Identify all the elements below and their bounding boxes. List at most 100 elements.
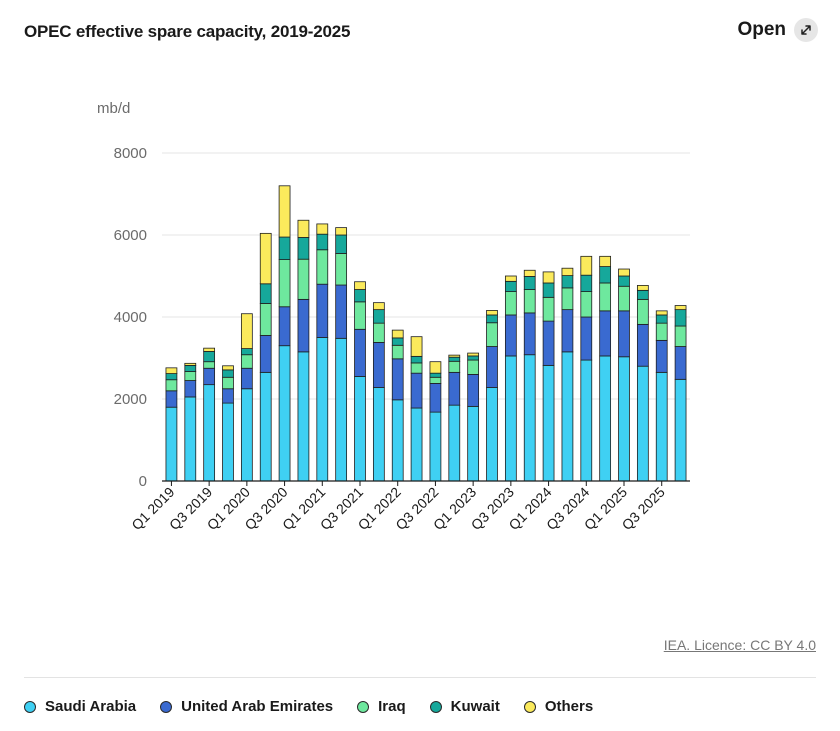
- bar-segment-saudi-arabia[interactable]: [542, 364, 555, 482]
- bar-segment-iraq[interactable]: [580, 291, 593, 318]
- bar-segment-saudi-arabia[interactable]: [316, 337, 329, 482]
- bar-segment-iraq[interactable]: [486, 322, 498, 347]
- bar-segment-iraq[interactable]: [448, 360, 461, 373]
- bar-segment-kuwait[interactable]: [504, 280, 517, 292]
- bar-segment-saudi-arabia[interactable]: [222, 402, 234, 482]
- bar-segment-saudi-arabia[interactable]: [165, 406, 178, 482]
- bar-segment-others[interactable]: [222, 365, 234, 371]
- bar-segment-iraq[interactable]: [354, 301, 366, 330]
- bar-segment-united-arab-emirates[interactable]: [165, 390, 178, 408]
- bar-segment-kuwait[interactable]: [580, 274, 593, 292]
- bar-segment-iraq[interactable]: [297, 258, 310, 300]
- bar-segment-iraq[interactable]: [222, 376, 234, 390]
- bar-segment-others[interactable]: [636, 285, 649, 291]
- bar-segment-united-arab-emirates[interactable]: [504, 314, 517, 357]
- bar-segment-united-arab-emirates[interactable]: [391, 358, 404, 401]
- bar-segment-iraq[interactable]: [391, 344, 404, 360]
- bar-segment-united-arab-emirates[interactable]: [599, 310, 612, 357]
- bar-segment-kuwait[interactable]: [203, 351, 216, 363]
- bar-segment-iraq[interactable]: [316, 249, 329, 285]
- bar-segment-others[interactable]: [674, 305, 687, 311]
- bar-segment-saudi-arabia[interactable]: [618, 356, 630, 482]
- bar-segment-saudi-arabia[interactable]: [580, 359, 593, 482]
- bar-segment-iraq[interactable]: [599, 282, 612, 312]
- bar-segment-united-arab-emirates[interactable]: [448, 371, 461, 406]
- bar-segment-iraq[interactable]: [618, 285, 630, 312]
- bar-segment-united-arab-emirates[interactable]: [184, 380, 197, 398]
- bar-segment-kuwait[interactable]: [674, 309, 687, 327]
- bar-segment-iraq[interactable]: [410, 362, 423, 374]
- bar-segment-united-arab-emirates[interactable]: [561, 309, 574, 353]
- bar-segment-saudi-arabia[interactable]: [561, 351, 574, 482]
- bar-segment-others[interactable]: [523, 269, 536, 277]
- bar-segment-kuwait[interactable]: [448, 356, 461, 362]
- bar-segment-iraq[interactable]: [542, 296, 555, 322]
- bar-segment-saudi-arabia[interactable]: [636, 365, 649, 482]
- bar-segment-iraq[interactable]: [240, 354, 253, 369]
- bar-segment-others[interactable]: [354, 281, 366, 290]
- bar-segment-united-arab-emirates[interactable]: [410, 372, 423, 409]
- bar-segment-iraq[interactable]: [674, 325, 687, 347]
- bar-segment-united-arab-emirates[interactable]: [618, 310, 630, 358]
- bar-segment-kuwait[interactable]: [391, 337, 404, 346]
- bar-segment-others[interactable]: [467, 352, 480, 357]
- legend-item-saudi-arabia[interactable]: Saudi Arabia: [24, 698, 136, 715]
- bar-segment-kuwait[interactable]: [561, 275, 574, 289]
- bar-segment-kuwait[interactable]: [410, 355, 423, 364]
- bar-segment-kuwait[interactable]: [165, 373, 178, 381]
- bar-segment-kuwait[interactable]: [335, 234, 348, 254]
- bar-segment-kuwait[interactable]: [184, 364, 197, 372]
- bar-segment-kuwait[interactable]: [278, 236, 291, 261]
- bar-segment-saudi-arabia[interactable]: [240, 388, 253, 482]
- legend-item-kuwait[interactable]: Kuwait: [429, 698, 500, 715]
- bar-segment-others[interactable]: [278, 185, 291, 238]
- bar-segment-others[interactable]: [410, 336, 423, 357]
- bar-segment-united-arab-emirates[interactable]: [203, 367, 216, 386]
- bar-segment-iraq[interactable]: [335, 253, 348, 286]
- bar-segment-iraq[interactable]: [504, 291, 517, 316]
- bar-segment-saudi-arabia[interactable]: [278, 345, 291, 482]
- bar-segment-saudi-arabia[interactable]: [335, 337, 348, 482]
- bar-segment-iraq[interactable]: [278, 259, 291, 308]
- source-link[interactable]: IEA. Licence: CC BY 4.0: [663, 637, 816, 653]
- bar-segment-others[interactable]: [599, 255, 612, 267]
- bar-segment-united-arab-emirates[interactable]: [467, 373, 480, 407]
- bar-segment-kuwait[interactable]: [297, 237, 310, 260]
- bar-segment-kuwait[interactable]: [486, 314, 498, 324]
- bar-segment-others[interactable]: [335, 227, 348, 236]
- bar-segment-united-arab-emirates[interactable]: [636, 323, 649, 367]
- bar-segment-others[interactable]: [240, 313, 253, 349]
- bar-segment-united-arab-emirates[interactable]: [259, 335, 272, 373]
- bar-segment-others[interactable]: [259, 232, 272, 285]
- bar-segment-others[interactable]: [372, 302, 385, 311]
- bar-segment-saudi-arabia[interactable]: [504, 355, 517, 482]
- legend-item-others[interactable]: Others: [523, 698, 593, 715]
- bar-segment-saudi-arabia[interactable]: [599, 355, 612, 482]
- bar-segment-united-arab-emirates[interactable]: [580, 316, 593, 361]
- bar-segment-united-arab-emirates[interactable]: [674, 346, 687, 380]
- bar-segment-saudi-arabia[interactable]: [410, 407, 423, 482]
- bar-segment-others[interactable]: [542, 271, 555, 284]
- bar-segment-kuwait[interactable]: [618, 275, 630, 287]
- bar-segment-kuwait[interactable]: [316, 233, 329, 251]
- bar-segment-kuwait[interactable]: [542, 282, 555, 298]
- bar-segment-others[interactable]: [486, 310, 498, 316]
- bar-segment-kuwait[interactable]: [259, 283, 272, 304]
- bar-segment-united-arab-emirates[interactable]: [222, 388, 234, 404]
- bar-segment-united-arab-emirates[interactable]: [655, 339, 668, 373]
- bar-segment-united-arab-emirates[interactable]: [429, 383, 442, 413]
- bar-segment-others[interactable]: [184, 362, 197, 366]
- bar-segment-kuwait[interactable]: [372, 309, 385, 324]
- bar-segment-united-arab-emirates[interactable]: [297, 298, 310, 353]
- bar-segment-kuwait[interactable]: [523, 276, 536, 290]
- bar-segment-iraq[interactable]: [203, 361, 216, 369]
- bar-segment-iraq[interactable]: [372, 322, 385, 343]
- bar-segment-saudi-arabia[interactable]: [523, 354, 536, 482]
- bar-segment-others[interactable]: [655, 310, 668, 316]
- bar-segment-united-arab-emirates[interactable]: [240, 367, 253, 390]
- legend-item-united-arab-emirates[interactable]: United Arab Emirates: [160, 698, 333, 715]
- bar-segment-iraq[interactable]: [259, 303, 272, 336]
- bar-segment-saudi-arabia[interactable]: [259, 371, 272, 482]
- bar-segment-saudi-arabia[interactable]: [655, 371, 668, 482]
- legend-item-iraq[interactable]: Iraq: [357, 698, 406, 715]
